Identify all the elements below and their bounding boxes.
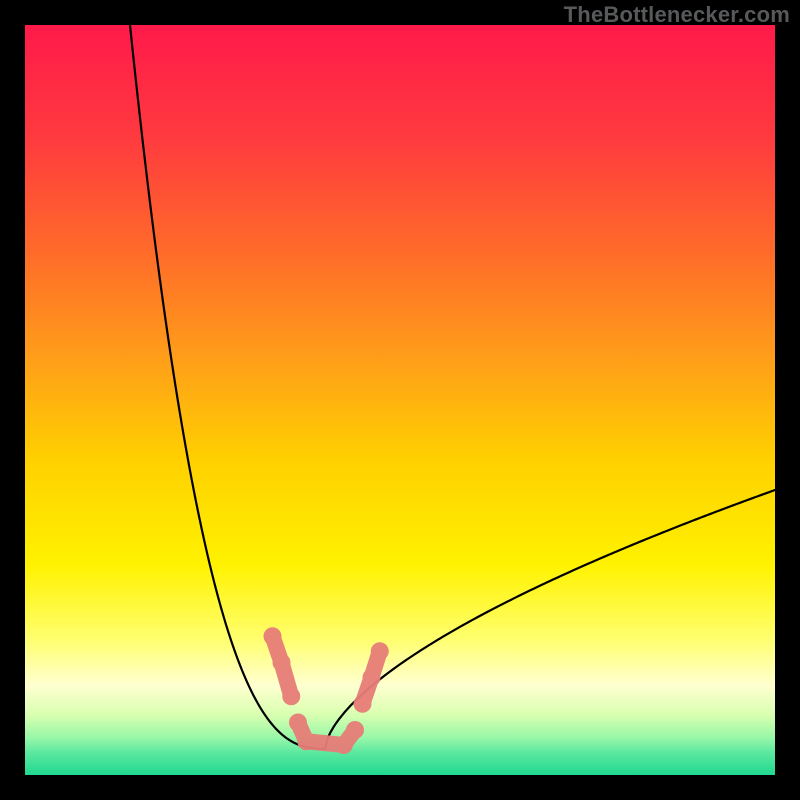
bottleneck-chart	[25, 25, 775, 775]
chart-frame: TheBottlenecker.com	[0, 0, 800, 800]
plot-background	[25, 25, 775, 775]
watermark-text: TheBottlenecker.com	[564, 2, 790, 28]
